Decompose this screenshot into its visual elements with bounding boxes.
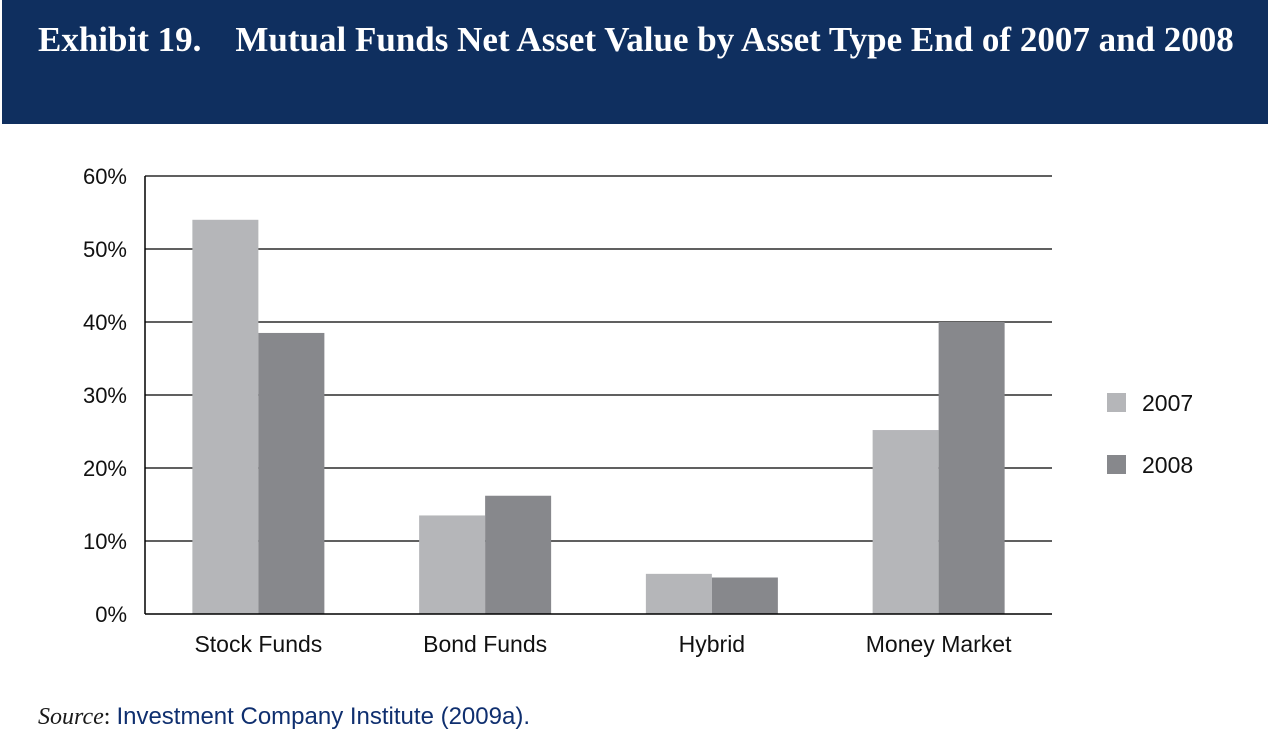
- x-category-label: Hybrid: [679, 631, 745, 657]
- legend-label-2008: 2008: [1142, 452, 1193, 478]
- y-tick-label: 50%: [83, 237, 127, 262]
- y-tick-label: 30%: [83, 383, 127, 408]
- bar-2007-bond-funds: [419, 515, 486, 614]
- x-category-label: Bond Funds: [423, 631, 547, 657]
- exhibit-title: Exhibit 19. Mutual Funds Net Asset Value …: [38, 18, 1248, 62]
- x-category-label: Money Market: [866, 631, 1012, 657]
- legend-label-2007: 2007: [1142, 390, 1193, 416]
- x-category-label: Stock Funds: [194, 631, 322, 657]
- bar-2007-money-market: [872, 430, 939, 614]
- exhibit-label: Exhibit 19.: [38, 20, 202, 59]
- source-text: Investment Company Institute (2009a).: [116, 703, 530, 730]
- source-label: Source: [38, 704, 104, 730]
- bar-2007-hybrid: [645, 573, 712, 614]
- bar-chart: 0% 10% 20% 30% 40% 50% 60% Stock Funds Bond Fund…: [83, 164, 1193, 657]
- bar-2008-money-market: [938, 322, 1005, 614]
- legend-swatch-2007: [1107, 393, 1126, 412]
- legend-swatch-2008: [1107, 455, 1126, 474]
- y-tick-label: 60%: [83, 164, 127, 189]
- bar-2008-hybrid: [711, 577, 778, 614]
- source-note: Source: Investment Company Institute (20…: [38, 703, 530, 730]
- bar-2008-bond-funds: [485, 495, 552, 614]
- chart-area: 0% 10% 20% 30% 40% 50% 60% Stock Funds Bond Fund…: [0, 140, 1268, 680]
- y-tick-label: 40%: [83, 310, 127, 335]
- y-tick-label: 10%: [83, 529, 127, 554]
- exhibit-title-text: Mutual Funds Net Asset Value by Asset Ty…: [235, 20, 1234, 59]
- y-tick-label: 0%: [95, 602, 127, 627]
- y-tick-label: 20%: [83, 456, 127, 481]
- exhibit-header: Exhibit 19. Mutual Funds Net Asset Value …: [2, 0, 1268, 124]
- bar-2008-stock-funds: [258, 332, 325, 614]
- bar-2007-stock-funds: [192, 219, 259, 615]
